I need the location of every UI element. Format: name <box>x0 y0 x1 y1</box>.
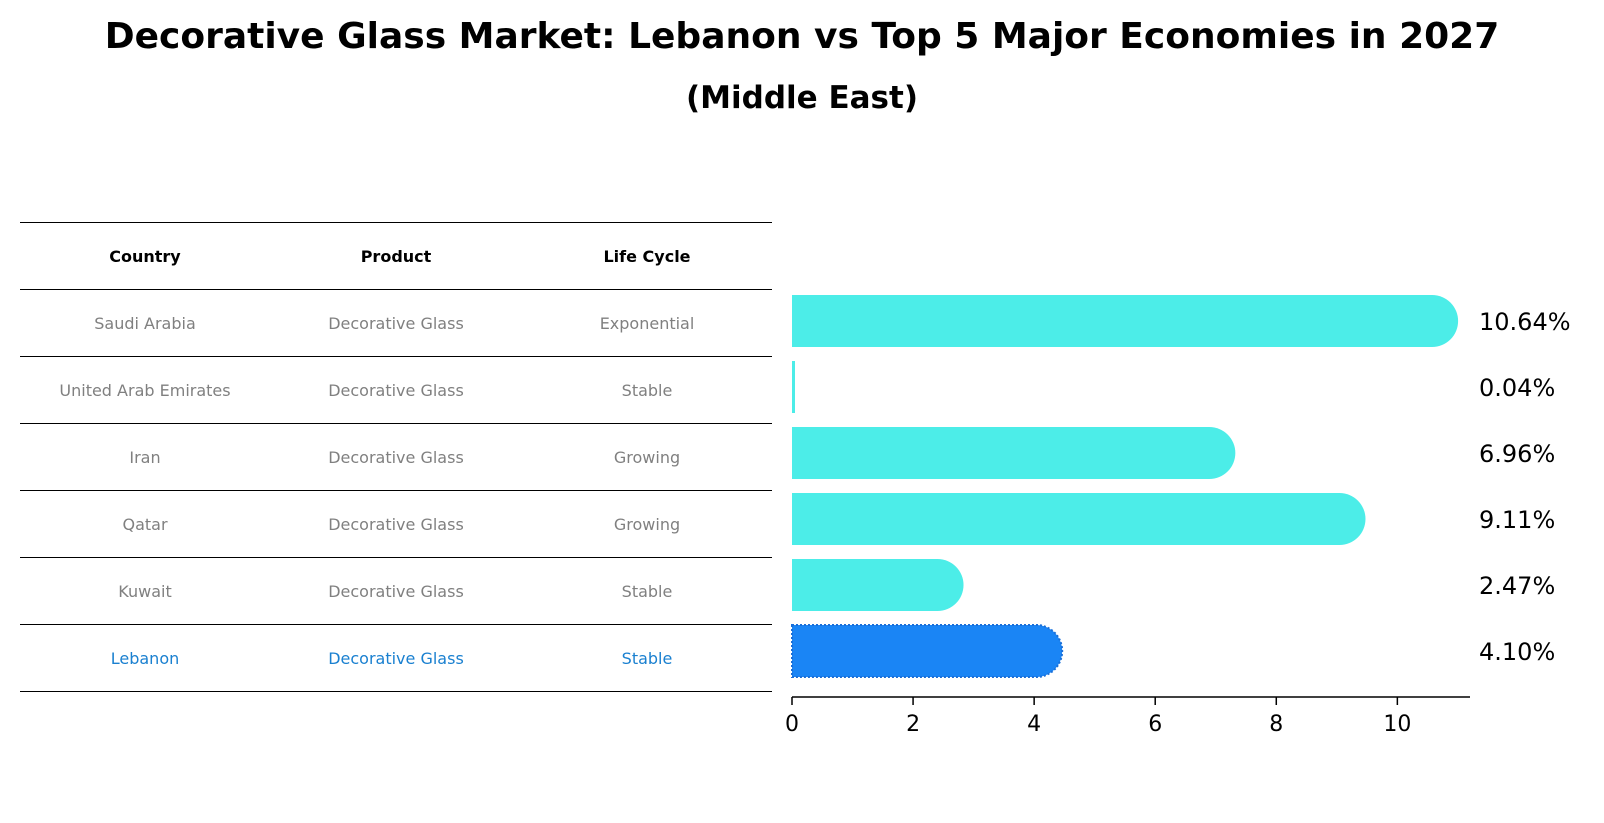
column-header-life-cycle: Life Cycle <box>603 246 691 266</box>
bar <box>792 427 1236 479</box>
country-cell: Lebanon <box>110 648 180 668</box>
x-tick-label: 2 <box>906 712 920 737</box>
x-tick-label: 10 <box>1383 712 1411 737</box>
x-tick-label: 0 <box>785 712 799 737</box>
x-tick-label: 6 <box>1148 712 1162 737</box>
value-label: 10.64% <box>1479 308 1571 336</box>
life-cycle-cell: Stable <box>621 648 673 668</box>
product-cell: Decorative Glass <box>328 648 464 668</box>
table-row: Iran Decorative Glass Growing <box>20 423 772 490</box>
table-row: Saudi Arabia Decorative Glass Exponentia… <box>20 289 772 356</box>
table-header-row: Country Product Life Cycle <box>20 222 772 289</box>
life-cycle-cell: Growing <box>613 514 681 534</box>
x-tick-label: 8 <box>1269 712 1283 737</box>
chart-title: Decorative Glass Market: Lebanon vs Top … <box>104 16 1500 57</box>
product-cell: Decorative Glass <box>328 313 464 333</box>
data-table: Country Product Life Cycle Saudi Arabia … <box>20 222 772 692</box>
table-row: United Arab Emirates Decorative Glass St… <box>20 356 772 423</box>
value-label: 9.11% <box>1479 506 1555 534</box>
country-cell: Saudi Arabia <box>94 313 196 333</box>
product-cell: Decorative Glass <box>328 447 464 467</box>
life-cycle-cell: Exponential <box>599 313 695 333</box>
value-label: 6.96% <box>1479 440 1555 468</box>
bar <box>792 361 795 413</box>
value-label: 2.47% <box>1479 572 1555 600</box>
table-row: Qatar Decorative Glass Growing <box>20 490 772 557</box>
product-cell: Decorative Glass <box>328 514 464 534</box>
value-label: 4.10% <box>1479 638 1555 666</box>
product-cell: Decorative Glass <box>328 380 464 400</box>
life-cycle-cell: Stable <box>621 581 673 601</box>
product-cell: Decorative Glass <box>328 581 464 601</box>
bar <box>792 559 964 611</box>
x-tick-label: 4 <box>1027 712 1041 737</box>
table-row-highlighted: Lebanon Decorative Glass Stable <box>20 624 772 692</box>
life-cycle-cell: Growing <box>613 447 681 467</box>
country-cell: Qatar <box>122 514 168 534</box>
country-cell: Iran <box>129 447 161 467</box>
bar <box>792 493 1366 545</box>
column-header-product: Product <box>360 246 432 266</box>
country-cell: United Arab Emirates <box>59 380 231 400</box>
bar <box>791 624 1064 678</box>
country-cell: Kuwait <box>118 581 172 601</box>
table-row: Kuwait Decorative Glass Stable <box>20 557 772 624</box>
life-cycle-cell: Stable <box>621 380 673 400</box>
column-header-country: Country <box>109 246 181 266</box>
chart-subtitle: (Middle East) <box>685 80 918 116</box>
bar <box>792 295 1459 347</box>
value-label: 0.04% <box>1479 374 1555 402</box>
